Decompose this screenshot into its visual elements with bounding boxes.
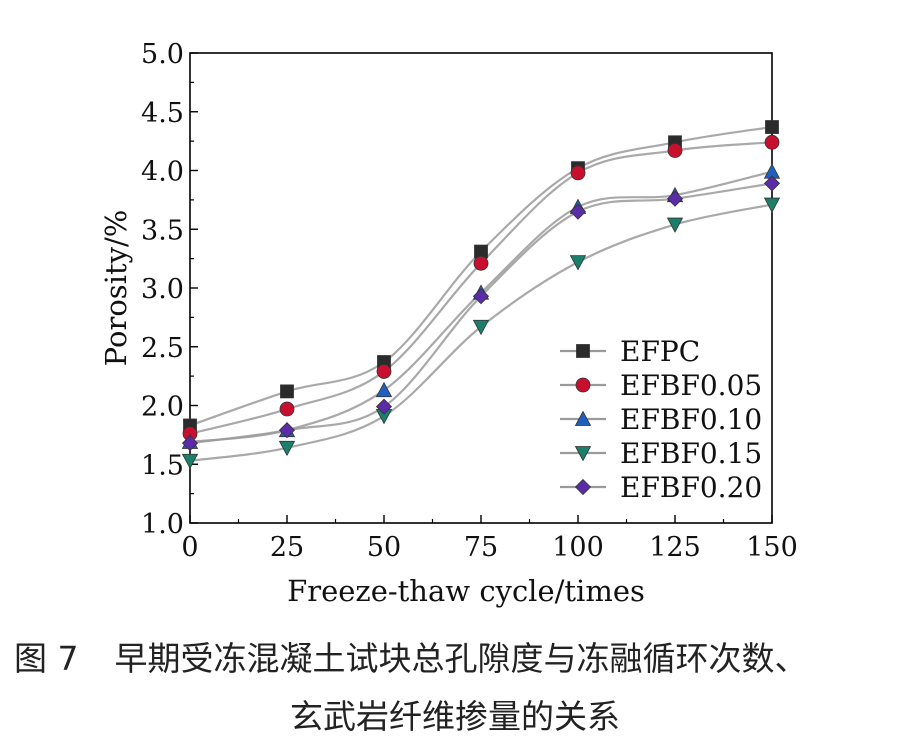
y-tick-label: 1.0 [141, 509, 184, 540]
data-point-efbf020 [666, 190, 684, 207]
data-point-efbf005 [473, 255, 489, 271]
data-point-efpc [280, 384, 294, 399]
data-point-efbf015 [278, 440, 296, 457]
series-markers [181, 120, 781, 470]
figure-caption-line-2: 玄武岩纤维掺量的关系 [0, 690, 910, 738]
y-tick-label: 1.5 [141, 450, 184, 481]
data-point-efbf015 [181, 453, 199, 470]
caption-text-2: 玄武岩纤维掺量的关系 [290, 697, 620, 736]
figure-label: 图 7 [14, 639, 79, 678]
x-tick-label: 0 [181, 532, 198, 563]
legend-marker [575, 377, 591, 393]
legend-label: EFPC [620, 335, 700, 368]
y-tick-label: 2.0 [141, 392, 184, 423]
legend-label: EFBF0.05 [620, 369, 762, 402]
x-tick-label: 25 [270, 532, 304, 563]
x-axis: 0 25 50 75 100 125 150 [181, 515, 798, 563]
legend-marker [576, 344, 590, 358]
chart: 0 25 50 75 100 125 150 1.0 1.5 2.0 2.5 3.0 3.5 4.0 4.… [99, 39, 798, 608]
data-point-efbf015 [472, 319, 490, 336]
data-point-efbf015 [666, 217, 684, 233]
y-tick-label: 5.0 [141, 39, 184, 70]
legend-label: EFBF0.10 [620, 403, 762, 436]
legend-label: EFBF0.15 [620, 437, 762, 470]
data-point-efbf005 [376, 364, 392, 379]
data-point-efbf020 [181, 435, 199, 452]
y-axis-label: Porosity/% [99, 210, 133, 367]
data-point-efbf015 [763, 197, 781, 213]
data-point-efbf020 [763, 175, 781, 192]
y-tick-label: 4.0 [141, 157, 184, 188]
x-tick-label: 150 [746, 532, 798, 563]
legend-marker [574, 446, 592, 462]
data-point-efpc [765, 120, 779, 134]
y-tick-label: 3.0 [141, 274, 184, 305]
figure-caption-line-1: 图 7 早期受冻混凝土试块总孔隙度与冻融循环次数、 [14, 632, 910, 680]
data-point-efbf005 [570, 165, 586, 181]
x-tick-label: 50 [367, 532, 401, 563]
data-point-efbf020 [278, 422, 296, 439]
data-point-efbf020 [375, 398, 393, 415]
y-tick-label: 2.5 [141, 333, 184, 364]
x-tick-label: 125 [649, 532, 701, 563]
y-axis: 1.0 1.5 2.0 2.5 3.0 3.5 4.0 4.5 5.0 [141, 39, 198, 540]
data-point-efbf020 [472, 288, 490, 305]
y-tick-label: 4.5 [141, 98, 184, 129]
legend-marker [574, 410, 592, 426]
data-point-efbf005 [279, 401, 295, 417]
data-point-efbf005 [667, 143, 683, 158]
data-point-efbf005 [764, 134, 780, 150]
legend-marker [574, 478, 592, 496]
data-point-efbf015 [569, 255, 587, 271]
x-tick-label: 75 [464, 532, 498, 563]
data-point-efbf020 [569, 203, 587, 220]
y-tick-label: 3.5 [141, 215, 184, 246]
legend-label: EFBF0.20 [620, 471, 762, 504]
caption-text-1: 早期受冻混凝土试块总孔隙度与冻融循环次数、 [114, 639, 808, 678]
x-tick-label: 100 [552, 532, 604, 563]
x-axis-label: Freeze-thaw cycle/times [287, 574, 645, 608]
data-point-efbf010 [375, 381, 393, 398]
